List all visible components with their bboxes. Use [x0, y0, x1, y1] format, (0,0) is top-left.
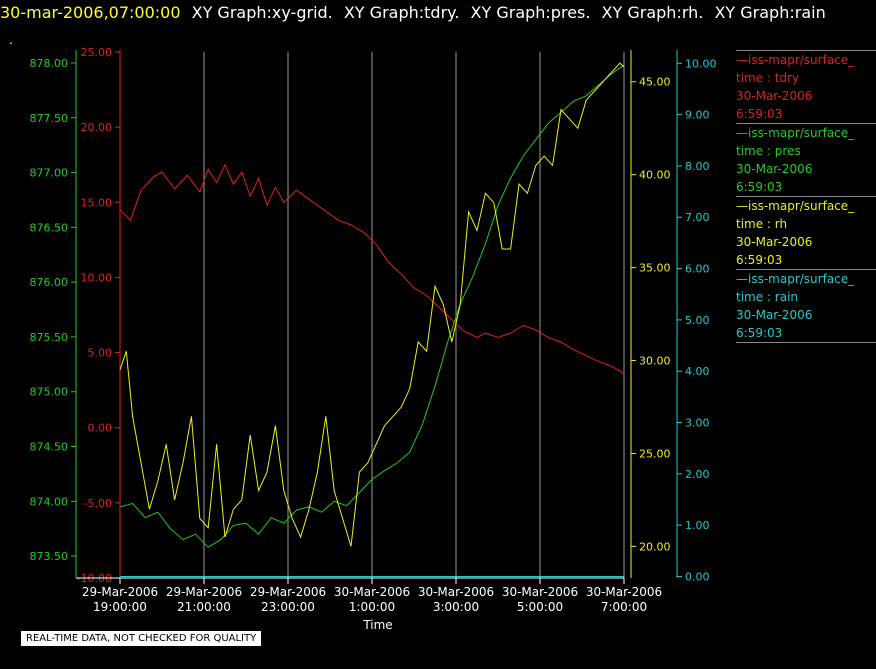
legend-date: 30-Mar-2006: [736, 235, 813, 249]
legend-entry-1: —iss-mapr/surface_time : pres 30-Mar-2006…: [736, 123, 876, 196]
legend: —iss-mapr/surface_ time : tdry 30-Mar-2006…: [736, 50, 876, 343]
legend-sub: time : tdry: [736, 71, 800, 85]
y-tick-label-rain: 8.00: [685, 160, 710, 173]
graph-name-pres: XY Graph:pres.: [470, 3, 591, 22]
legend-date: 30-Mar-2006: [736, 89, 813, 103]
y-tick-label-tdry: 5.00: [88, 347, 113, 360]
legend-time: 6:59:03: [736, 180, 783, 194]
graph-name-xy-grid: XY Graph:xy-grid.: [191, 3, 333, 22]
graph-name-tdry: XY Graph:tdry.: [343, 3, 460, 22]
y-tick-label-rh: 20.00: [639, 540, 671, 553]
x-tick-label-date: 29-Mar-2006: [250, 585, 326, 599]
x-tick-label-date: 30-Mar-2006: [418, 585, 494, 599]
y-tick-label-pres: 876.50: [30, 221, 69, 234]
y-tick-label-pres: 875.50: [30, 331, 69, 344]
legend-name: —iss-mapr/surface_: [736, 126, 855, 140]
y-tick-label-pres: 874.00: [30, 495, 69, 508]
x-tick-label-date: 30-Mar-2006: [502, 585, 578, 599]
legend-time: 6:59:03: [736, 253, 783, 267]
y-tick-label-tdry: 15.00: [81, 196, 113, 209]
y-tick-label-pres: 877.50: [30, 112, 69, 125]
y-tick-label-pres: 876.00: [30, 276, 69, 289]
x-tick-label-time: 1:00:00: [349, 600, 395, 614]
x-tick-label-time: 3:00:00: [433, 600, 479, 614]
y-tick-label-rain: 7.00: [685, 211, 710, 224]
graph-name-rh: XY Graph:rh.: [601, 3, 704, 22]
y-tick-label-tdry: 20.00: [81, 121, 113, 134]
x-tick-label-time: 21:00:00: [177, 600, 231, 614]
y-tick-label-tdry: -5.00: [84, 497, 112, 510]
x-tick-label-date: 29-Mar-2006: [82, 585, 158, 599]
x-tick-label-time: 19:00:00: [93, 600, 147, 614]
y-tick-label-tdry: 10.00: [81, 271, 113, 284]
legend-sub: time : rain: [736, 290, 799, 304]
x-tick-label-date: 29-Mar-2006: [166, 585, 242, 599]
x-tick-label-time: 7:00:00: [601, 600, 647, 614]
legend-entry-2: —iss-mapr/surface_time : rh 30-Mar-2006 6:…: [736, 196, 876, 269]
x-tick-label-date: 30-Mar-2006: [334, 585, 410, 599]
legend-sub: time : pres: [736, 144, 801, 158]
series-line-rh: [119, 62, 625, 547]
y-tick-label-rh: 45.00: [639, 76, 671, 89]
legend-time: 6:59:03: [736, 326, 783, 340]
x-tick-label-time: 5:00:00: [517, 600, 563, 614]
series-line-tdry: [119, 163, 625, 375]
y-tick-label-tdry: 25.00: [81, 46, 113, 59]
y-tick-label-pres: 877.00: [30, 167, 69, 180]
legend-time: 6:59:03: [736, 107, 783, 121]
y-tick-label-rh: 25.00: [639, 447, 671, 460]
legend-name: —iss-mapr/surface_: [736, 199, 855, 213]
y-tick-label-rh: 35.00: [639, 262, 671, 275]
y-tick-label-rain: 2.00: [685, 468, 710, 481]
dot-marker: .: [9, 33, 13, 47]
legend-date: 30-Mar-2006: [736, 162, 813, 176]
y-tick-label-rh: 40.00: [639, 169, 671, 182]
x-axis-label: Time: [363, 618, 393, 632]
y-tick-label-rain: 10.00: [685, 57, 717, 70]
y-tick-label-rain: 5.00: [685, 314, 710, 327]
legend-entry-3: —iss-mapr/surface_time : rain 30-Mar-2006…: [736, 269, 876, 343]
timestamp: 30-mar-2006,07:00:00: [0, 3, 181, 22]
y-tick-label-rain: 4.00: [685, 365, 710, 378]
y-tick-label-pres: 874.50: [30, 441, 69, 454]
chart-header: 30-mar-2006,07:00:00 XY Graph:xy-grid. X…: [0, 3, 876, 25]
y-tick-label-rain: 1.00: [685, 519, 710, 532]
legend-sub: time : rh: [736, 217, 788, 231]
legend-name: —iss-mapr/surface_: [736, 272, 855, 286]
x-tick-label-time: 23:00:00: [261, 600, 315, 614]
y-tick-label-rain: 6.00: [685, 263, 710, 276]
y-tick-label-rain: 0.00: [685, 570, 710, 583]
graph-name-rain: XY Graph:rain: [714, 3, 826, 22]
y-tick-label-rain: 3.00: [685, 417, 710, 430]
legend-date: 30-Mar-2006: [736, 308, 813, 322]
x-tick-label-date: 30-Mar-2006: [586, 585, 662, 599]
legend-entry-0: —iss-mapr/surface_time : tdry 30-Mar-2006…: [736, 50, 876, 123]
y-tick-label-tdry: 0.00: [88, 422, 113, 435]
series-line-pres: [119, 64, 625, 548]
y-tick-label-rh: 30.00: [639, 355, 671, 368]
y-tick-label-pres: 873.50: [30, 550, 69, 563]
y-tick-label-rain: 9.00: [685, 109, 710, 122]
y-tick-label-pres: 875.00: [30, 386, 69, 399]
quality-disclaimer: REAL-TIME DATA, NOT CHECKED FOR QUALITY: [21, 631, 262, 646]
y-tick-label-pres: 878.00: [30, 57, 69, 70]
legend-name: —iss-mapr/surface_: [736, 53, 855, 67]
